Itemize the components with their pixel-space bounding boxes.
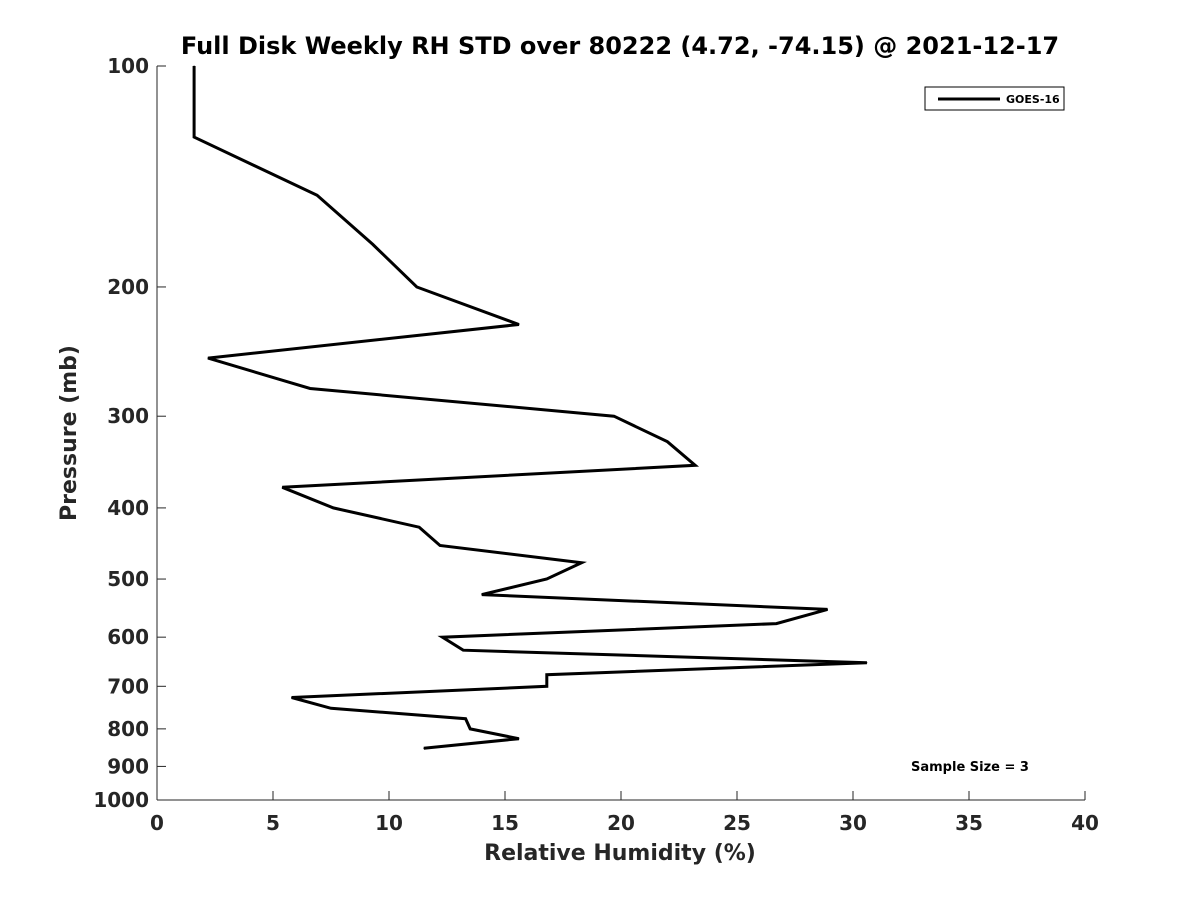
x-tick-label: 15: [491, 811, 519, 835]
data-point: [372, 243, 374, 245]
data-point: [193, 136, 195, 138]
data-point: [546, 674, 548, 676]
data-point: [775, 623, 777, 625]
x-tick-label: 0: [150, 811, 164, 835]
data-point: [518, 324, 520, 325]
data-point: [469, 728, 471, 730]
y-tick-label: 800: [107, 717, 149, 741]
y-tick-label: 900: [107, 754, 149, 778]
x-tick-label: 35: [955, 811, 983, 835]
data-point: [481, 594, 483, 596]
y-tick-label: 700: [107, 674, 149, 698]
data-point: [439, 545, 441, 546]
sample-size-annotation: Sample Size = 3: [911, 760, 1029, 775]
data-point: [418, 526, 420, 528]
y-tick-label: 1000: [93, 788, 149, 812]
x-tick-label: 10: [375, 811, 403, 835]
data-point: [281, 486, 283, 488]
data-point: [694, 464, 696, 466]
chart-title: Full Disk Weekly RH STD over 80222 (4.72…: [181, 32, 1059, 60]
data-point: [546, 685, 548, 687]
data-point: [581, 562, 583, 564]
data-point: [462, 649, 464, 651]
data-point: [465, 718, 467, 720]
data-point: [332, 507, 334, 509]
data-point: [193, 65, 195, 67]
x-tick-label: 20: [607, 811, 635, 835]
y-tick-label: 400: [107, 496, 149, 520]
x-tick-label: 5: [266, 811, 280, 835]
data-point: [546, 578, 548, 580]
data-point: [309, 388, 311, 389]
x-tick-label: 40: [1071, 811, 1099, 835]
y-tick-label: 600: [107, 625, 149, 649]
x-axis-ticks: 0 5 10 15 20 25 30 35 40: [150, 791, 1099, 835]
data-point: [827, 608, 828, 610]
data-point: [416, 286, 418, 288]
data-point: [316, 194, 318, 196]
y-axis-label: Pressure (mb): [57, 345, 82, 521]
data-point: [518, 738, 520, 740]
y-axis-ticks: 100 200 300 400 500 600 700 800 900 1000: [93, 54, 166, 812]
data-point: [291, 697, 293, 698]
data-point: [666, 441, 668, 443]
legend: GOES-16: [924, 86, 1065, 111]
data-point: [423, 747, 425, 749]
y-tick-label: 500: [107, 567, 149, 591]
legend-label: GOES-16: [1006, 93, 1060, 106]
y-tick-label: 300: [107, 404, 149, 428]
x-axis-label: Relative Humidity (%): [484, 841, 756, 866]
x-tick-label: 30: [839, 811, 867, 835]
y-tick-label: 100: [107, 54, 149, 78]
data-point: [613, 415, 615, 417]
y-tick-label: 200: [107, 275, 149, 299]
data-point: [441, 636, 443, 638]
x-tick-label: 25: [723, 811, 751, 835]
data-point: [866, 662, 868, 664]
series-lines: [192, 65, 868, 750]
data-point: [330, 707, 332, 709]
data-point: [207, 357, 209, 359]
